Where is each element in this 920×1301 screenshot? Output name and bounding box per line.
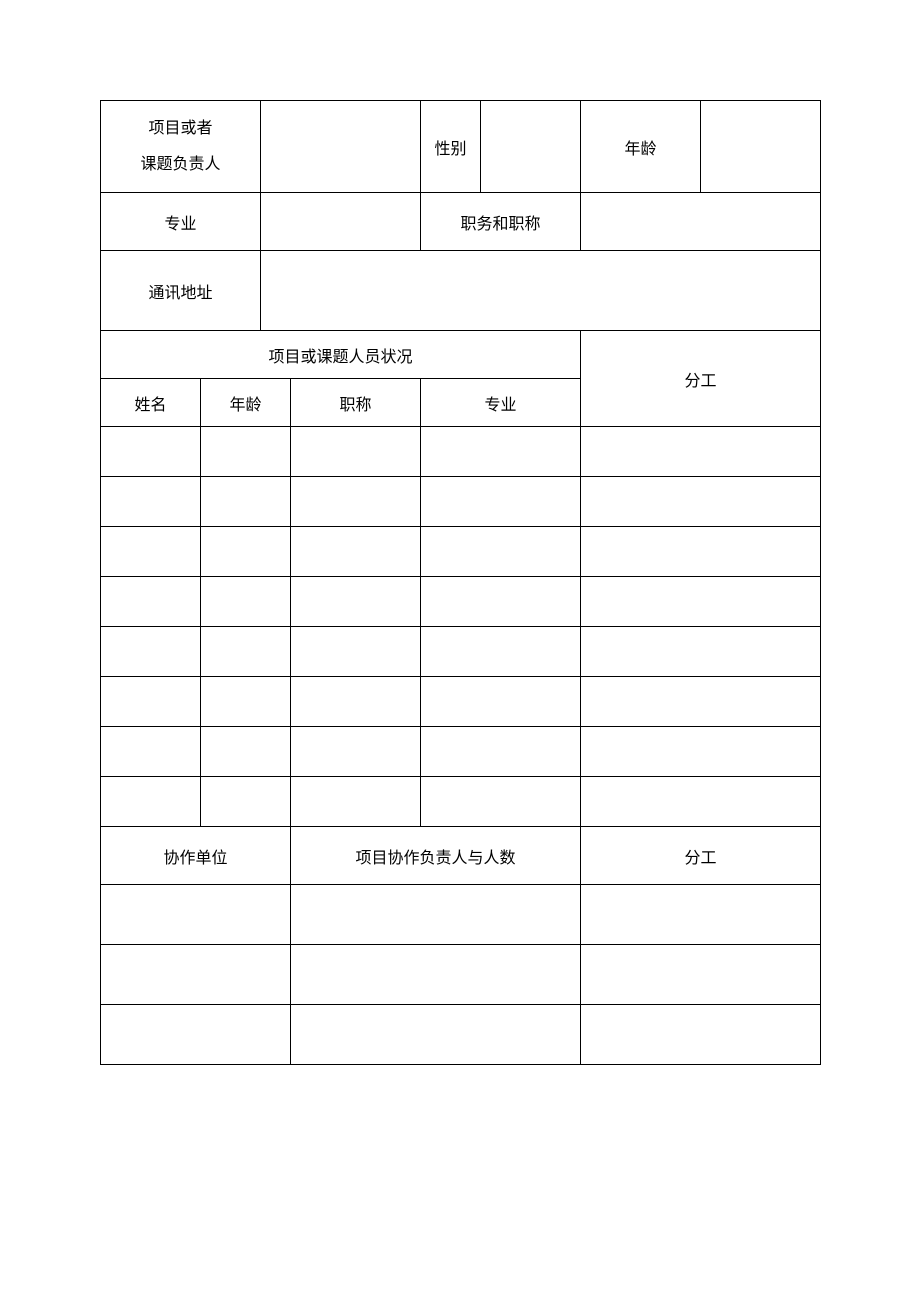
cell-coop-division <box>581 945 821 1005</box>
cell-age <box>201 627 291 677</box>
cell-division <box>581 427 821 477</box>
label-gender: 性别 <box>421 101 481 193</box>
cell-age <box>201 677 291 727</box>
label-position-title: 职务和职称 <box>421 193 581 251</box>
personnel-row <box>101 727 821 777</box>
cell-name <box>101 627 201 677</box>
personnel-row <box>101 527 821 577</box>
cell-age <box>201 577 291 627</box>
col-major: 专业 <box>421 379 581 427</box>
col-title: 职称 <box>291 379 421 427</box>
cell-division <box>581 577 821 627</box>
project-form-table: 项目或者 课题负责人 性别 年龄 专业 职务和职称 通讯地址 项目或课题人员状况… <box>100 100 821 1065</box>
label-major: 专业 <box>101 193 261 251</box>
cell-age <box>201 527 291 577</box>
value-leader-major <box>261 193 421 251</box>
personnel-row <box>101 777 821 827</box>
label-project-leader-line1: 项目或者 <box>105 111 256 146</box>
personnel-row <box>101 477 821 527</box>
cell-name <box>101 677 201 727</box>
label-coop-leader-count: 项目协作负责人与人数 <box>291 827 581 885</box>
cell-age <box>201 427 291 477</box>
label-address: 通讯地址 <box>101 251 261 331</box>
cell-division <box>581 527 821 577</box>
cell-name <box>101 727 201 777</box>
label-coop-division: 分工 <box>581 827 821 885</box>
cell-division <box>581 727 821 777</box>
col-age: 年龄 <box>201 379 291 427</box>
cell-division <box>581 777 821 827</box>
cell-major <box>421 727 581 777</box>
cell-age <box>201 477 291 527</box>
col-name: 姓名 <box>101 379 201 427</box>
cell-major <box>421 627 581 677</box>
cell-name <box>101 577 201 627</box>
cell-major <box>421 427 581 477</box>
cell-title <box>291 577 421 627</box>
cell-title <box>291 777 421 827</box>
cell-coop-leader-count <box>291 885 581 945</box>
personnel-row <box>101 427 821 477</box>
cell-major <box>421 777 581 827</box>
cell-major <box>421 577 581 627</box>
cell-name <box>101 427 201 477</box>
personnel-row <box>101 627 821 677</box>
cell-coop-unit <box>101 945 291 1005</box>
cell-name <box>101 527 201 577</box>
cell-title <box>291 677 421 727</box>
cell-title <box>291 527 421 577</box>
cell-age <box>201 727 291 777</box>
cell-coop-unit <box>101 885 291 945</box>
cell-age <box>201 777 291 827</box>
cell-division <box>581 627 821 677</box>
cell-coop-leader-count <box>291 945 581 1005</box>
cell-coop-leader-count <box>291 1005 581 1065</box>
cell-major <box>421 477 581 527</box>
cell-major <box>421 527 581 577</box>
value-leader-name <box>261 101 421 193</box>
personnel-row <box>101 677 821 727</box>
cell-coop-unit <box>101 1005 291 1065</box>
value-leader-gender <box>481 101 581 193</box>
cell-major <box>421 677 581 727</box>
cell-title <box>291 427 421 477</box>
cell-name <box>101 477 201 527</box>
coop-row <box>101 1005 821 1065</box>
cell-name <box>101 777 201 827</box>
cell-title <box>291 727 421 777</box>
cell-title <box>291 627 421 677</box>
label-project-leader: 项目或者 课题负责人 <box>101 101 261 193</box>
cell-division <box>581 477 821 527</box>
cell-title <box>291 477 421 527</box>
coop-row <box>101 945 821 1005</box>
coop-row <box>101 885 821 945</box>
cell-coop-division <box>581 885 821 945</box>
cell-coop-division <box>581 1005 821 1065</box>
label-age: 年龄 <box>581 101 701 193</box>
cell-division <box>581 677 821 727</box>
label-personnel-status: 项目或课题人员状况 <box>101 331 581 379</box>
label-division: 分工 <box>581 331 821 427</box>
personnel-row <box>101 577 821 627</box>
label-coop-unit: 协作单位 <box>101 827 291 885</box>
value-leader-address <box>261 251 821 331</box>
label-project-leader-line2: 课题负责人 <box>105 147 256 182</box>
value-leader-position <box>581 193 821 251</box>
value-leader-age <box>701 101 821 193</box>
